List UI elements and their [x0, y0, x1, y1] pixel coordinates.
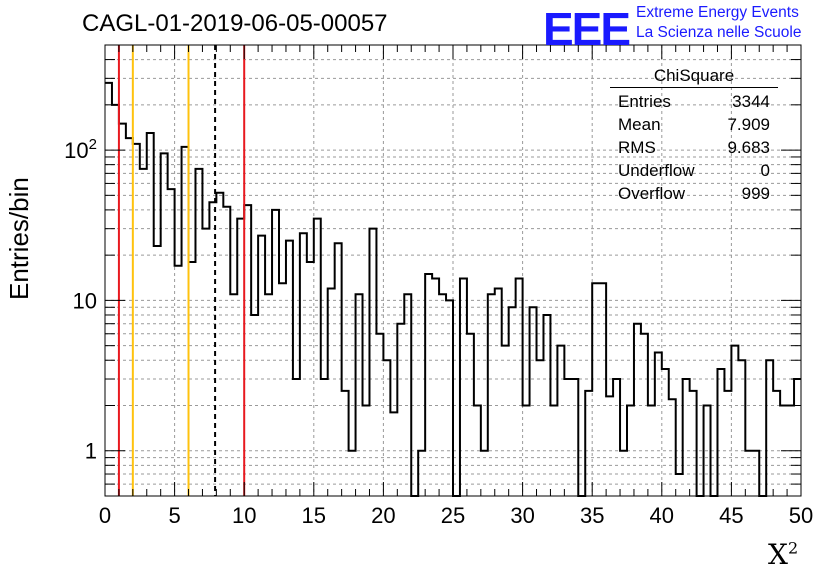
histogram-bin — [662, 369, 669, 496]
y-tick-label: 102 — [64, 136, 97, 163]
axis-ticks: 0 5 10 15 20 25 30 35 40 45 50 1 10 102 — [64, 44, 813, 528]
histogram-bin — [530, 307, 537, 496]
histogram-bin — [383, 360, 390, 496]
histogram-bin — [606, 396, 613, 496]
logo-line-2: La Scienza nelle Scuole — [636, 24, 802, 41]
histogram-bin — [293, 379, 300, 496]
histogram-bin — [300, 233, 307, 496]
histogram-bin — [147, 133, 154, 496]
x-tick-label: 0 — [99, 503, 111, 528]
stats-row-overflow: Overflow 999 — [618, 184, 770, 203]
x-tick-label: 45 — [719, 503, 743, 528]
histogram-bin — [119, 124, 126, 496]
y-tick-label: 1 — [85, 439, 97, 464]
histogram-bin — [509, 307, 516, 496]
histogram-bin — [272, 210, 279, 496]
stats-title: ChiSquare — [610, 66, 778, 88]
histogram-bin — [537, 360, 544, 496]
logo-line-1: Extreme Energy Events — [636, 4, 799, 21]
x-tick-label: 20 — [371, 503, 395, 528]
x-tick-label: 5 — [168, 503, 180, 528]
stats-row-mean: Mean 7.909 — [618, 115, 770, 134]
histogram-bin — [571, 379, 578, 496]
histogram-bin — [133, 144, 140, 496]
histogram-bin — [683, 379, 690, 496]
histogram-bin — [669, 399, 676, 496]
histogram-bin — [446, 300, 453, 496]
histogram-bin — [766, 360, 773, 496]
histogram-bin — [258, 236, 265, 496]
histogram-bin — [140, 169, 147, 496]
histogram-bin — [724, 391, 731, 496]
histogram-bin — [390, 412, 397, 496]
histogram-bin — [516, 278, 523, 496]
histogram-bin — [154, 246, 161, 496]
x-tick-label: 25 — [441, 503, 465, 528]
stats-row-entries: Entries 3344 — [618, 92, 770, 111]
histogram-bin — [432, 278, 439, 496]
histogram-bin — [467, 334, 474, 496]
eee-logo: EEE — [543, 3, 631, 55]
histogram-bin — [794, 379, 801, 496]
y-axis-label: Entries/bin — [4, 177, 34, 300]
histogram-bin — [613, 379, 620, 496]
histogram-outline — [105, 81, 801, 497]
histogram-series — [105, 81, 801, 497]
x-tick-label: 15 — [302, 503, 326, 528]
x-axis-label: X2 — [768, 538, 799, 571]
histogram-bin — [738, 360, 745, 496]
histogram-bin — [244, 205, 251, 496]
histogram-bin — [223, 207, 230, 496]
histogram-bin — [641, 334, 648, 496]
histogram-bin — [376, 334, 383, 496]
chart-title: CAGL-01-2019-06-05-00057 — [82, 10, 388, 37]
histogram-bin — [460, 278, 467, 496]
x-tick-label: 40 — [650, 503, 674, 528]
histogram-bin — [690, 391, 697, 496]
histogram-bin — [369, 229, 376, 496]
x-tick-label: 30 — [510, 503, 534, 528]
histogram-bin — [564, 379, 571, 496]
histogram-bin — [195, 169, 202, 496]
reference-lines — [117, 45, 246, 496]
histogram-bin — [105, 83, 112, 496]
histogram-bin — [321, 379, 328, 496]
histogram-bin — [397, 324, 404, 496]
x-tick-label: 35 — [580, 503, 604, 528]
histogram-bin — [773, 391, 780, 496]
histogram-bin — [126, 138, 133, 496]
histogram-bin — [168, 189, 175, 496]
histogram-bin — [585, 391, 592, 496]
histogram-bin — [202, 229, 209, 496]
histogram-bin — [717, 369, 724, 496]
histogram-bin — [342, 391, 349, 496]
histogram-bin — [731, 346, 738, 496]
x-tick-label: 10 — [232, 503, 256, 528]
histogram-bin — [161, 153, 168, 496]
histogram-bin — [557, 346, 564, 496]
y-tick-label: 10 — [73, 288, 97, 313]
histogram-bin — [676, 474, 683, 496]
histogram-bin — [237, 219, 244, 496]
histogram-bin — [182, 147, 189, 496]
stats-box: ChiSquare Entries 3344 Mean 7.909 RMS 9.683… — [610, 66, 778, 205]
stats-row-rms: RMS 9.683 — [618, 138, 770, 157]
histogram-bin — [502, 346, 509, 496]
stats-row-underflow: Underflow 0 — [618, 161, 770, 180]
histogram-bin — [634, 324, 641, 496]
x-tick-label: 50 — [789, 503, 813, 528]
histogram-bin — [314, 219, 321, 496]
